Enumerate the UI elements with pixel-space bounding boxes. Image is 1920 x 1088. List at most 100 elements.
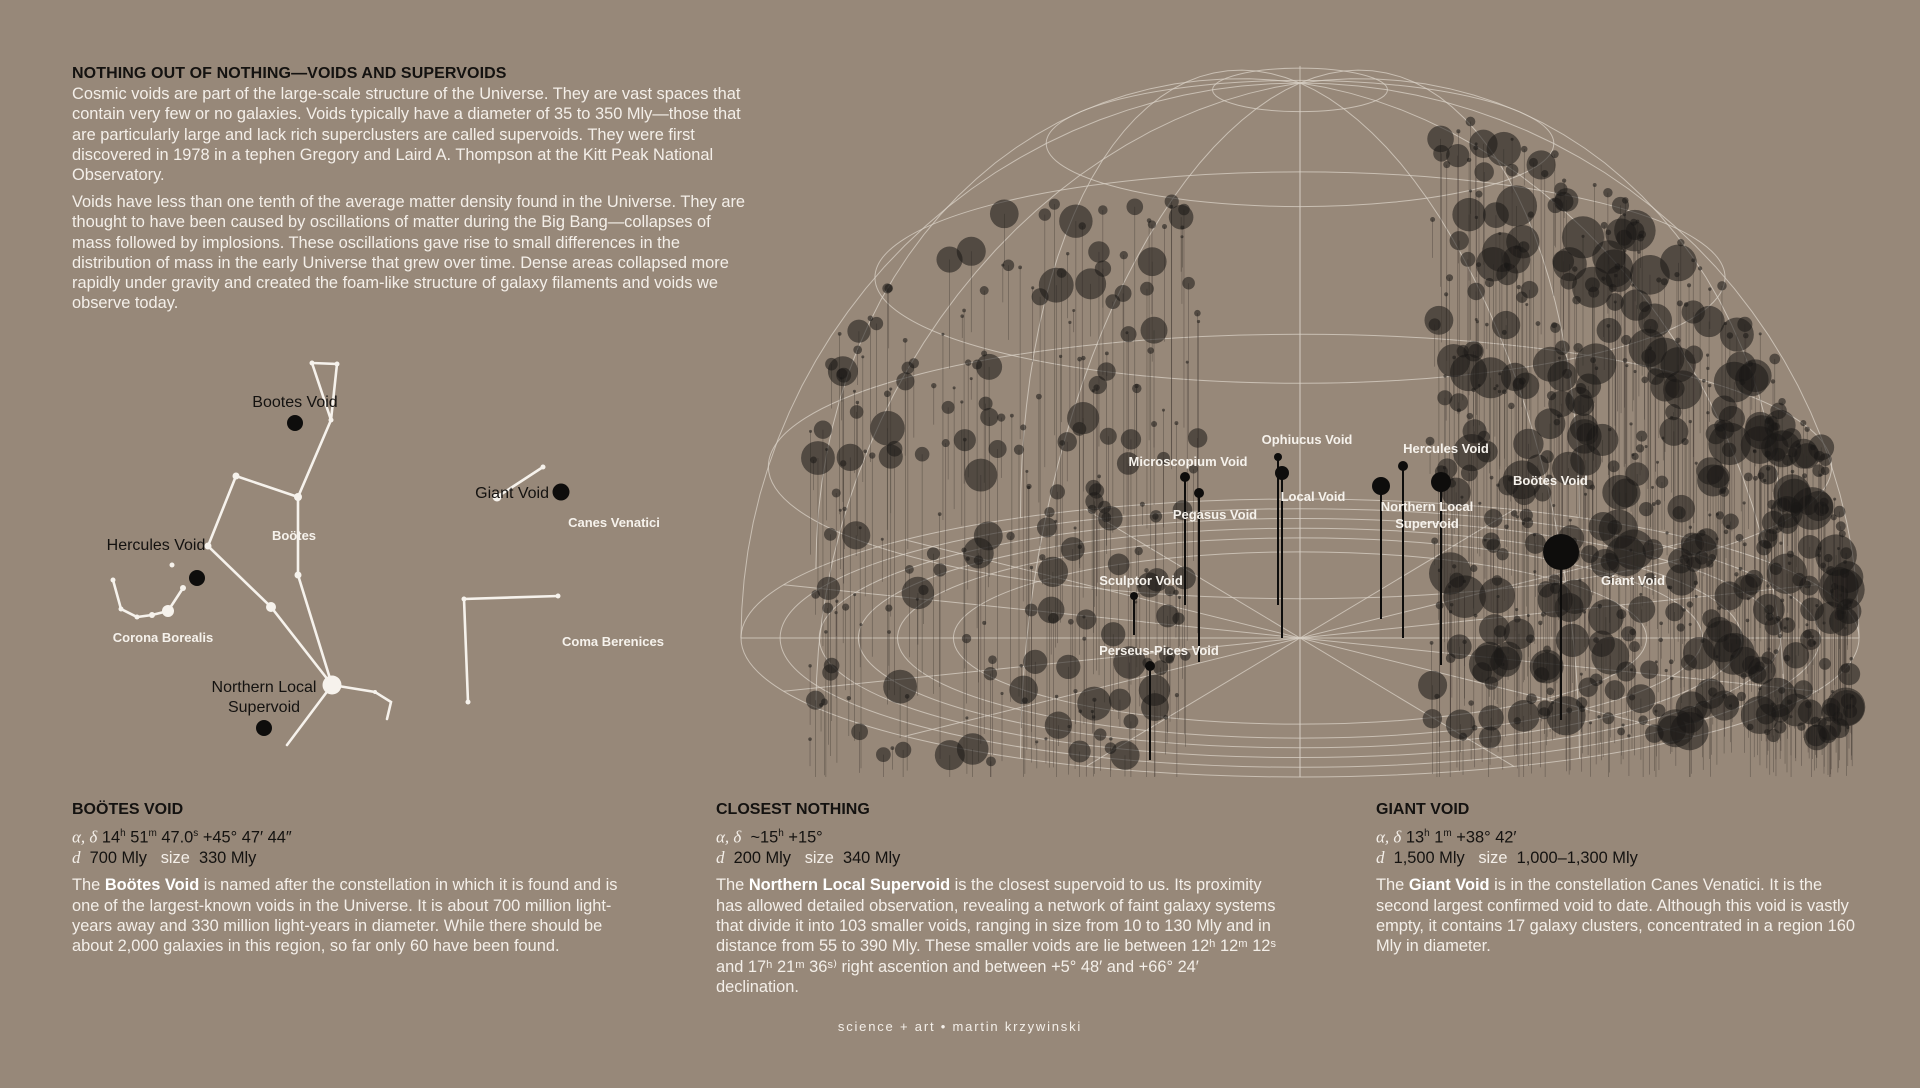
galaxy <box>1658 637 1663 643</box>
galaxy <box>1686 601 1694 608</box>
galaxy <box>1038 208 1052 221</box>
galaxy <box>1446 274 1454 282</box>
galaxy <box>1132 383 1142 394</box>
galaxy <box>1501 329 1507 335</box>
galaxy <box>1655 499 1661 506</box>
galaxy <box>1626 684 1656 714</box>
galaxy <box>1651 502 1656 506</box>
galaxy <box>963 537 994 569</box>
galaxy <box>1019 664 1024 668</box>
section-title: BOÖTES VOID <box>72 801 184 818</box>
galaxy <box>1637 250 1641 254</box>
galaxy <box>831 488 841 498</box>
galaxy <box>1607 460 1620 473</box>
label-microscopium-void: Microscopium Void <box>1129 454 1248 469</box>
galaxy <box>1665 404 1682 421</box>
galaxy <box>1652 704 1666 718</box>
galaxy <box>1049 484 1065 500</box>
galaxy <box>1490 646 1521 677</box>
galaxy <box>886 440 903 457</box>
galaxy <box>980 407 999 427</box>
galaxy <box>1629 548 1633 552</box>
label-hercules-void: Hercules Void <box>107 537 206 554</box>
galaxy <box>1790 469 1795 474</box>
label-bootes-void: Bootes Void <box>252 394 337 411</box>
galaxy <box>1449 393 1468 412</box>
galaxy <box>1474 162 1494 182</box>
galaxy <box>849 405 864 419</box>
galaxy <box>1434 693 1440 699</box>
galaxy <box>1840 693 1857 709</box>
label-northern-local-dome: Northern Local <box>1381 499 1473 514</box>
galaxy <box>1139 501 1145 507</box>
galaxy <box>1468 700 1474 706</box>
galaxy <box>1456 129 1461 134</box>
galaxy <box>809 429 813 433</box>
galaxy <box>1524 532 1546 554</box>
galaxy <box>1470 564 1478 573</box>
galaxy <box>1120 429 1142 450</box>
galaxy <box>1476 246 1511 282</box>
galaxy <box>1572 295 1581 305</box>
galaxy <box>1147 347 1155 354</box>
galaxy <box>1006 531 1015 541</box>
void-marker <box>1194 488 1204 498</box>
galaxy <box>1714 581 1744 611</box>
galaxy <box>1616 661 1637 682</box>
galaxy <box>988 655 997 664</box>
constellation-canes-lines <box>495 465 545 499</box>
galaxy <box>1793 680 1813 700</box>
galaxy <box>1452 197 1486 232</box>
section-description: The Boötes Void is named after the const… <box>72 876 618 956</box>
galaxy <box>1514 245 1519 250</box>
constellation-bootes-lines <box>296 495 334 687</box>
galaxy <box>1082 636 1087 641</box>
galaxy <box>1579 672 1583 676</box>
galaxy <box>1431 537 1439 545</box>
galaxy <box>838 508 842 512</box>
galaxy <box>1194 309 1201 317</box>
galaxy <box>1620 289 1652 321</box>
galaxy <box>1742 542 1747 547</box>
galaxy <box>1168 204 1194 230</box>
galaxy <box>1835 521 1846 532</box>
galaxy <box>1535 321 1541 326</box>
galaxy <box>1173 589 1179 596</box>
galaxy <box>1770 379 1776 384</box>
galaxy <box>1508 402 1515 410</box>
void-marker <box>1543 534 1579 570</box>
galaxy <box>1568 518 1572 522</box>
galaxy <box>1665 602 1684 622</box>
galaxy <box>1497 475 1519 496</box>
galaxy <box>1526 150 1556 180</box>
galaxy <box>1810 635 1814 639</box>
galaxy <box>811 590 820 599</box>
galaxy <box>1804 426 1810 432</box>
galaxy <box>1717 281 1727 291</box>
galaxy <box>839 460 847 467</box>
galaxy <box>1670 711 1709 751</box>
label-giant-void-dome: Giant Void <box>1601 573 1665 588</box>
galaxy <box>1540 450 1554 464</box>
galaxy <box>1109 737 1113 741</box>
label-hercules-void-dome: Hercules Void <box>1403 441 1489 456</box>
giant-void-dot <box>552 483 570 501</box>
galaxy <box>1505 163 1519 177</box>
galaxy <box>1670 415 1674 419</box>
meridian-line <box>1299 82 1860 639</box>
galaxy <box>1507 700 1540 732</box>
constellation-bootes-lines <box>285 683 334 747</box>
galaxy <box>1108 688 1131 711</box>
sky-map-stars <box>110 360 561 705</box>
galaxy <box>1628 595 1656 623</box>
galaxy <box>1088 375 1107 395</box>
galaxy <box>1144 568 1149 573</box>
galaxy <box>1120 326 1137 343</box>
galaxy <box>1164 585 1176 597</box>
section-closest-nothing: CLOSEST NOTHING α, δ ~15h +15° d 200 Mly… <box>716 800 1276 997</box>
galaxy <box>842 506 847 512</box>
galaxy <box>1188 464 1198 474</box>
galaxy <box>1452 564 1457 569</box>
galaxy <box>821 698 828 706</box>
galaxy <box>1550 150 1559 159</box>
